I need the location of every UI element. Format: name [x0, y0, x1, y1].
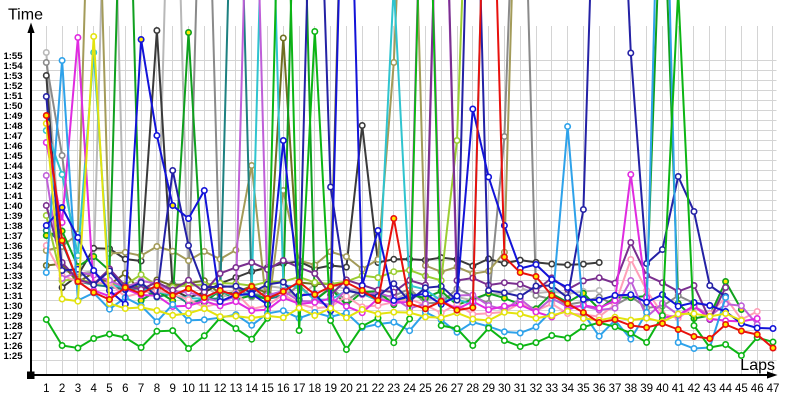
svg-text:1:34: 1:34 [3, 261, 23, 272]
svg-text:1:37: 1:37 [3, 231, 22, 242]
svg-text:20: 20 [340, 383, 353, 395]
svg-text:43: 43 [703, 383, 716, 395]
svg-text:36: 36 [593, 383, 606, 395]
svg-text:1:40: 1:40 [3, 201, 22, 212]
svg-text:17: 17 [293, 383, 306, 395]
svg-text:1:26: 1:26 [3, 341, 22, 352]
svg-text:1:27: 1:27 [3, 331, 22, 342]
svg-text:1:45: 1:45 [3, 151, 23, 162]
svg-text:32: 32 [530, 383, 543, 395]
svg-text:7: 7 [138, 383, 144, 395]
svg-text:30: 30 [498, 383, 511, 395]
svg-text:33: 33 [545, 383, 558, 395]
svg-text:1:28: 1:28 [3, 321, 22, 332]
svg-text:1:55: 1:55 [3, 51, 23, 62]
svg-text:1:31: 1:31 [3, 291, 23, 302]
svg-text:44: 44 [719, 383, 732, 395]
svg-text:14: 14 [245, 383, 258, 395]
svg-text:15: 15 [261, 383, 274, 395]
svg-text:1:47: 1:47 [3, 131, 22, 142]
svg-text:5: 5 [106, 383, 112, 395]
svg-text:19: 19 [324, 383, 337, 395]
svg-text:45: 45 [735, 383, 748, 395]
svg-text:1:25: 1:25 [3, 351, 23, 362]
svg-text:2: 2 [59, 383, 65, 395]
svg-text:13: 13 [230, 383, 243, 395]
svg-text:23: 23 [387, 383, 400, 395]
svg-text:1:49: 1:49 [3, 111, 22, 122]
svg-text:1:53: 1:53 [3, 71, 22, 82]
svg-text:1:38: 1:38 [3, 221, 22, 232]
svg-text:4: 4 [90, 383, 97, 395]
svg-text:35: 35 [577, 383, 590, 395]
svg-text:1:35: 1:35 [3, 251, 23, 262]
svg-text:1:43: 1:43 [3, 171, 22, 182]
svg-text:41: 41 [672, 383, 685, 395]
svg-text:1:32: 1:32 [3, 281, 22, 292]
svg-text:39: 39 [640, 383, 653, 395]
svg-text:1:48: 1:48 [3, 121, 22, 132]
svg-text:10: 10 [182, 383, 195, 395]
svg-text:1:52: 1:52 [3, 81, 22, 92]
svg-text:46: 46 [751, 383, 764, 395]
svg-text:18: 18 [308, 383, 321, 395]
svg-text:22: 22 [372, 383, 385, 395]
svg-text:31: 31 [514, 383, 527, 395]
svg-text:24: 24 [403, 383, 416, 395]
svg-text:1:33: 1:33 [3, 271, 22, 282]
svg-text:9: 9 [169, 383, 175, 395]
svg-text:1:46: 1:46 [3, 141, 22, 152]
svg-text:1:30: 1:30 [3, 301, 22, 312]
svg-text:Time: Time [8, 7, 43, 24]
svg-text:1:42: 1:42 [3, 181, 22, 192]
svg-text:37: 37 [609, 383, 622, 395]
svg-text:1:41: 1:41 [3, 191, 23, 202]
svg-text:1:36: 1:36 [3, 241, 22, 252]
svg-text:1:50: 1:50 [3, 101, 22, 112]
svg-text:29: 29 [482, 383, 495, 395]
svg-text:28: 28 [466, 383, 479, 395]
svg-text:1:29: 1:29 [3, 311, 22, 322]
svg-text:12: 12 [214, 383, 227, 395]
svg-text:1:44: 1:44 [3, 161, 23, 172]
svg-text:1:54: 1:54 [3, 61, 23, 72]
svg-text:26: 26 [435, 383, 448, 395]
svg-text:6: 6 [122, 383, 128, 395]
svg-text:40: 40 [656, 383, 669, 395]
svg-text:1:51: 1:51 [3, 91, 23, 102]
svg-text:3: 3 [75, 383, 81, 395]
svg-text:27: 27 [451, 383, 464, 395]
svg-text:1:39: 1:39 [3, 211, 22, 222]
svg-text:25: 25 [419, 383, 432, 395]
svg-text:1: 1 [43, 383, 49, 395]
svg-text:47: 47 [767, 383, 780, 395]
svg-text:11: 11 [198, 383, 210, 395]
svg-text:42: 42 [688, 383, 701, 395]
svg-text:38: 38 [624, 383, 637, 395]
svg-text:Laps: Laps [740, 357, 775, 374]
svg-text:8: 8 [154, 383, 160, 395]
svg-text:21: 21 [356, 383, 369, 395]
svg-text:16: 16 [277, 383, 290, 395]
svg-text:34: 34 [561, 383, 574, 395]
